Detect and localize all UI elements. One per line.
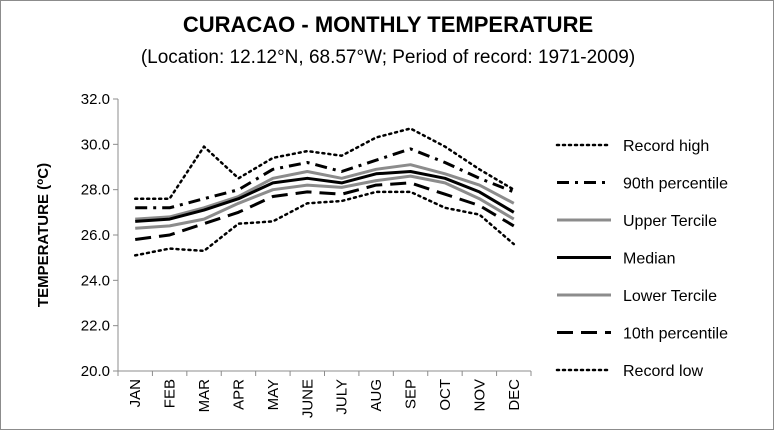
x-tick-label: JAN: [127, 379, 144, 407]
series-line-1: [135, 147, 515, 210]
y-tick-label: 20.0: [81, 363, 110, 380]
series-line-3: [135, 170, 515, 223]
legend-item-label: Upper Tercile: [623, 213, 717, 230]
y-axis-label-suffix: C): [35, 163, 52, 179]
series-line-0: [133, 127, 516, 200]
x-tick-label: AUG: [368, 379, 385, 412]
x-tick-label: FEB: [162, 379, 179, 408]
series-lines: [133, 127, 516, 257]
x-tick-label: JUNE: [299, 379, 316, 418]
y-tick-label: 26.0: [81, 227, 110, 244]
x-tick-labels: JAN FEB MAR APR MAY JUNE JULY AUG SEP OCT NOV DEC: [117, 371, 532, 418]
x-tick-label: DEC: [506, 379, 523, 411]
series-line-5: [135, 181, 515, 241]
x-tick-label: MAY: [265, 379, 282, 410]
y-tick-label: 30.0: [81, 136, 110, 153]
x-tick-label: JULY: [334, 379, 351, 415]
axes: [117, 99, 531, 372]
y-axis-label: TEMPERATURE (oC): [35, 163, 52, 307]
y-tick-label: 28.0: [81, 182, 110, 199]
chart-subtitle: (Location: 12.12°N, 68.57°W; Period of r…: [141, 47, 635, 68]
y-tick-label: 32.0: [81, 91, 110, 108]
x-tick-label: MAR: [196, 379, 213, 413]
y-axis-label-prefix: TEMPERATURE (: [35, 185, 52, 307]
legend-item-label: Median: [623, 251, 675, 268]
series-line-4: [135, 174, 515, 230]
y-axis-label-superscript: o: [35, 179, 46, 185]
legend-item-label: Record high: [623, 138, 709, 155]
legend-item-label: 90th percentile: [623, 176, 728, 193]
x-tick-label: NOV: [471, 379, 488, 412]
y-tick-label: 24.0: [81, 272, 110, 289]
y-tick-label: 22.0: [81, 318, 110, 335]
legend-item-label: Record low: [623, 363, 703, 380]
legend: Record high 90th percentile Upper Tercile M…: [555, 138, 728, 380]
x-tick-label: OCT: [437, 379, 454, 411]
x-tick-label: SEP: [403, 379, 420, 409]
chart-title: CURACAO - MONTHLY TEMPERATURE: [183, 12, 593, 37]
x-tick-label: APR: [230, 379, 247, 410]
series-line-2: [135, 163, 515, 221]
y-tick-labels: 20.0 22.0 24.0 26.0 28.0 30.0 32.0: [81, 91, 118, 380]
legend-item-label: 10th percentile: [623, 326, 728, 343]
series-line-6: [133, 190, 516, 257]
legend-item-label: Lower Tercile: [623, 288, 717, 305]
